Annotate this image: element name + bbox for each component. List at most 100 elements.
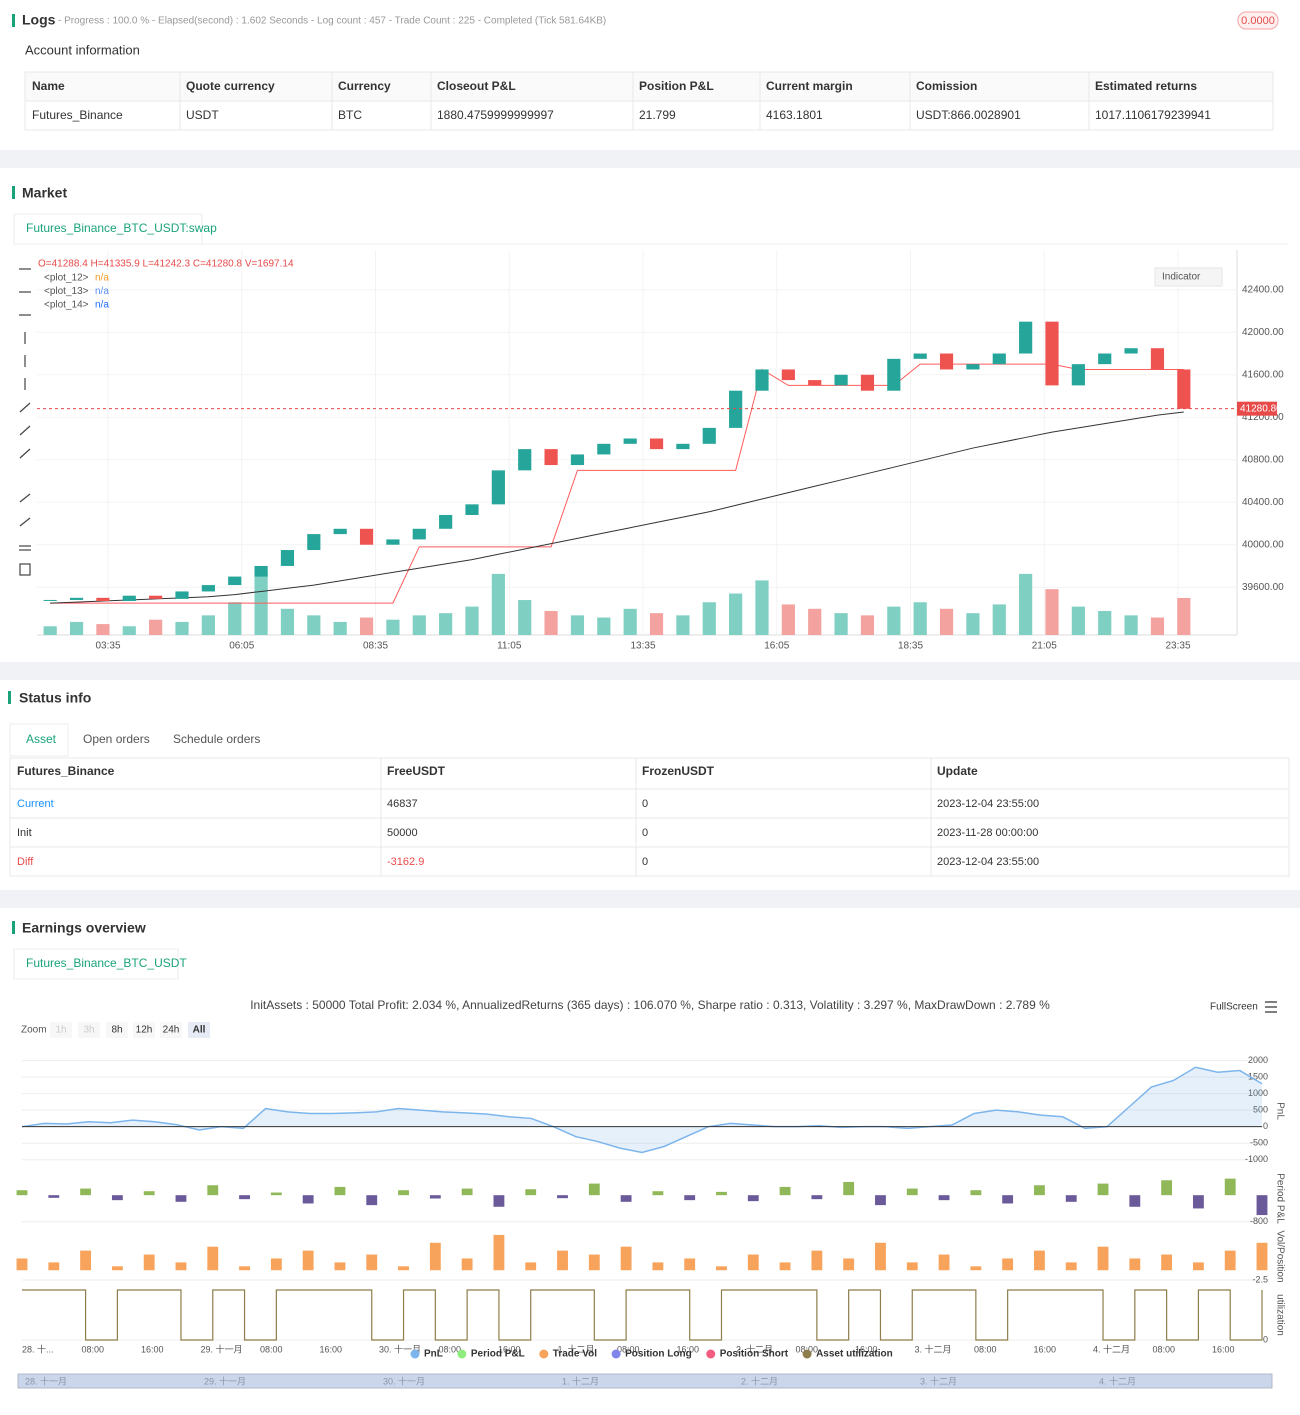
- tab-label[interactable]: Asset: [26, 732, 57, 746]
- tab-label[interactable]: Open orders: [83, 732, 150, 746]
- legend-marker[interactable]: [611, 1349, 621, 1359]
- x-tick-label: 1. 十二月: [558, 1343, 595, 1354]
- bar: [1161, 1254, 1173, 1271]
- fullscreen-button[interactable]: FullScreen: [1210, 1002, 1258, 1013]
- volume-bar: [518, 600, 532, 635]
- zoom-option[interactable]: All: [193, 1025, 206, 1036]
- legend-entry[interactable]: PnL: [424, 1349, 443, 1360]
- candle: [280, 550, 295, 566]
- table-cell: 0: [642, 798, 648, 810]
- volume-bar: [781, 604, 795, 635]
- candle: [992, 353, 1006, 365]
- column-header: Closeout P&L: [437, 79, 516, 93]
- legend-entry[interactable]: Position Short: [720, 1349, 789, 1360]
- legend-entry[interactable]: Trade Vol: [553, 1349, 597, 1360]
- legend-marker[interactable]: [802, 1349, 812, 1359]
- candle: [1098, 353, 1112, 365]
- candle: [359, 528, 374, 545]
- x-tick-label: 13:35: [630, 641, 655, 652]
- volume-bar: [491, 573, 505, 635]
- bar: [207, 1185, 219, 1196]
- bar: [175, 1262, 187, 1271]
- y-tick-label: 42400.00: [1242, 284, 1284, 295]
- zoom-button: [78, 1022, 100, 1038]
- table-cell: 2023-12-04 23:55:00: [937, 856, 1039, 868]
- volume-bar: [676, 615, 690, 635]
- volume-bar: [280, 608, 295, 635]
- legend-marker[interactable]: [457, 1349, 467, 1359]
- volume-bar: [412, 615, 426, 635]
- candle: [96, 597, 110, 602]
- bar: [366, 1254, 378, 1271]
- volume-bar: [755, 580, 769, 635]
- candle: [465, 504, 479, 515]
- tab-label[interactable]: Schedule orders: [173, 732, 260, 746]
- table-cell: Init: [17, 827, 32, 839]
- volume-bar: [913, 602, 927, 635]
- bar: [588, 1183, 600, 1196]
- navigator-label: 29. 十一月: [204, 1375, 246, 1386]
- volume-bar: [96, 624, 110, 635]
- bar: [620, 1195, 632, 1202]
- bar: [16, 1258, 28, 1271]
- volume-bar: [149, 619, 163, 635]
- y-tick-label: 40000.00: [1242, 539, 1284, 550]
- table-cell: 46837: [387, 798, 418, 810]
- tab-label[interactable]: Futures_Binance_BTC_USDT: [26, 956, 187, 970]
- zoom-option[interactable]: 8h: [111, 1025, 122, 1036]
- x-tick-label: 21:05: [1032, 641, 1057, 652]
- bar: [1034, 1185, 1045, 1196]
- legend-marker[interactable]: [539, 1349, 549, 1359]
- volume-bar: [359, 617, 374, 635]
- zoom-option[interactable]: 24h: [163, 1025, 180, 1036]
- volume-bar: [702, 602, 716, 635]
- bar: [1065, 1195, 1077, 1202]
- column-header: Comission: [916, 79, 977, 93]
- candle: [781, 369, 795, 381]
- x-tick-label: 16:00: [855, 1344, 878, 1354]
- candle: [491, 470, 505, 505]
- volume-bar: [439, 613, 453, 635]
- volume-bar: [307, 615, 321, 635]
- table-cell: 4163.1801: [766, 108, 823, 122]
- volume-bar: [386, 619, 400, 635]
- zoom-option[interactable]: 1h: [55, 1025, 66, 1036]
- table-cell: Diff: [17, 856, 34, 868]
- bar: [111, 1195, 123, 1201]
- volume-bar: [333, 621, 347, 635]
- table-header: [24, 71, 1274, 102]
- indicator-label[interactable]: Indicator: [1162, 272, 1201, 283]
- bar: [811, 1195, 823, 1200]
- zoom-option[interactable]: 12h: [136, 1025, 153, 1036]
- y-tick-label: 0: [1263, 1334, 1268, 1344]
- x-tick-label: 16:00: [320, 1344, 343, 1354]
- volume-bar: [69, 621, 84, 635]
- legend-entry[interactable]: Period P&L: [471, 1349, 525, 1360]
- candle: [729, 390, 743, 428]
- volume-bar: [201, 615, 215, 635]
- bar: [747, 1195, 759, 1202]
- bar: [747, 1254, 759, 1271]
- legend-marker[interactable]: [410, 1349, 420, 1359]
- legend-entry[interactable]: Position Long: [625, 1349, 692, 1360]
- candle: [175, 591, 189, 599]
- ma-line: [50, 411, 1184, 604]
- bar: [239, 1266, 250, 1271]
- accent: [12, 921, 15, 934]
- x-tick-label: 2. 十二月: [736, 1343, 773, 1354]
- volume-bar: [1019, 573, 1033, 635]
- plot-value: n/a: [95, 286, 109, 297]
- candle: [201, 585, 215, 592]
- tab-label[interactable]: Futures_Binance_BTC_USDT:swap: [26, 221, 217, 235]
- separator: [0, 662, 1300, 680]
- volume-bar: [43, 626, 57, 635]
- legend-entry[interactable]: Asset utilization: [816, 1349, 893, 1360]
- legend-marker[interactable]: [706, 1349, 716, 1359]
- volume-bar: [544, 610, 558, 635]
- log-summary: - Progress : 100.0 % - Elapsed(second) :…: [58, 16, 606, 27]
- volume-bar: [649, 613, 664, 635]
- y-tick-label: -2.5: [1252, 1274, 1268, 1284]
- bar: [843, 1258, 855, 1271]
- zoom-option[interactable]: 3h: [83, 1025, 94, 1036]
- x-tick-label: 28. 十...: [22, 1343, 54, 1354]
